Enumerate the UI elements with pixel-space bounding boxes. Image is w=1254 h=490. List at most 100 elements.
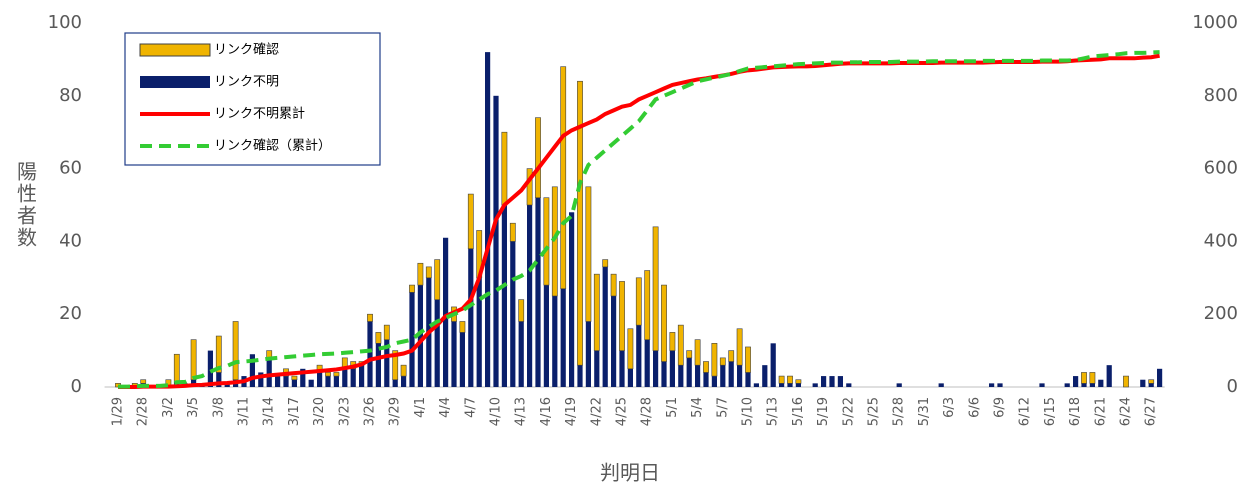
bar-segment (669, 332, 676, 351)
x-tick-label: 3/14 (262, 397, 277, 426)
bar-segment (829, 376, 835, 387)
bar-segment (543, 285, 549, 387)
bar-segment (417, 262, 424, 286)
bar-segment (1148, 379, 1155, 384)
x-tick-label: 4/25 (615, 397, 630, 426)
bar-segment (593, 273, 600, 351)
bar-segment (787, 375, 793, 384)
y-tick-label: 80 (59, 85, 82, 106)
bar-segment (443, 237, 449, 387)
bar-segment (493, 95, 499, 388)
legend-label: リンク不明 (214, 75, 279, 90)
bar-segment (467, 193, 474, 249)
x-tick-label: 5/10 (741, 397, 756, 426)
bar-segment (602, 266, 608, 387)
bar-segment (770, 343, 776, 387)
bar-segment (300, 368, 306, 387)
bar-segment (644, 339, 650, 387)
bar-segment (291, 379, 297, 387)
x-axis-label: 判明日 (600, 461, 660, 485)
y2-tick-label: 1000 (1192, 12, 1238, 33)
bar-segment (190, 339, 197, 381)
bar-segment (719, 357, 726, 366)
y2-tick-label: 0 (1227, 376, 1238, 397)
bar-segment (283, 376, 289, 387)
bar-segment (392, 350, 399, 381)
x-tick-label: 5/31 (917, 397, 932, 426)
bar-segment (249, 354, 255, 387)
bar-segment (1157, 368, 1163, 387)
bar-segment (703, 361, 709, 373)
x-tick-label: 3/17 (287, 397, 302, 426)
bar-segment (325, 372, 331, 377)
bar-segment (375, 332, 382, 344)
bar-segment (560, 66, 567, 290)
x-tick-label: 5/7 (715, 397, 730, 418)
bar-segment (577, 80, 583, 366)
x-tick-label: 6/27 (1144, 397, 1159, 426)
bar-segment (938, 383, 944, 387)
x-tick-label: 6/6 (967, 397, 982, 418)
legend-label: リンク確認 (214, 42, 279, 58)
y2-tick-label: 400 (1204, 230, 1238, 251)
bar-segment (1123, 375, 1129, 388)
bar-segment (459, 332, 465, 387)
bar-segment (602, 259, 609, 268)
x-tick-label: 3/2 (161, 397, 176, 418)
y-tick-label: 100 (48, 12, 82, 33)
bar-segment (627, 328, 634, 370)
x-tick-label: 6/3 (942, 397, 957, 418)
bar-segment (677, 324, 684, 366)
bar-segment (317, 372, 323, 387)
bar-segment (778, 375, 785, 384)
x-tick-label: 3/8 (211, 397, 226, 418)
bar-segment (552, 296, 558, 387)
bar-segment (333, 372, 340, 377)
bar-segment (535, 197, 541, 387)
y2-tick-label: 600 (1204, 158, 1238, 179)
bar-segment (585, 321, 591, 387)
bar-segment (451, 321, 457, 387)
bar-segment (1073, 376, 1079, 387)
bar-segment (367, 321, 373, 387)
x-tick-label: 5/13 (766, 397, 781, 426)
bar-segment (635, 277, 642, 326)
bar-segment (711, 343, 718, 377)
bar-segment (434, 259, 441, 300)
bar-segment (232, 321, 239, 381)
x-tick-label: 3/20 (312, 397, 327, 426)
bar-segment (1039, 383, 1045, 387)
bar-segment (787, 383, 793, 387)
bar-segment (779, 383, 785, 387)
x-tick-label: 5/28 (892, 397, 907, 426)
x-tick-label: 3/11 (237, 397, 252, 426)
x-tick-label: 6/24 (1119, 397, 1134, 426)
bar-segment (728, 361, 734, 387)
x-tick-label: 6/21 (1093, 397, 1108, 426)
bar-segment (560, 288, 566, 387)
bar-segment (459, 321, 466, 333)
bar-segment (644, 270, 651, 340)
bar-segment (753, 383, 759, 387)
x-tick-label: 4/1 (413, 397, 428, 418)
bar-segment (695, 365, 701, 387)
bar-segment (585, 186, 592, 322)
bar-segment (611, 296, 617, 387)
bar-segment (468, 248, 474, 387)
bar-segment (367, 313, 373, 322)
bar-segment (224, 383, 230, 387)
x-tick-label: 4/4 (438, 397, 453, 418)
bar-segment (997, 383, 1003, 387)
bar-segment (728, 350, 735, 362)
bar-segment (686, 357, 692, 387)
x-tick-label: 5/4 (690, 397, 705, 418)
bar-segment (501, 205, 507, 387)
bar-segment (989, 383, 995, 387)
x-tick-label: 6/18 (1068, 397, 1083, 426)
y-tick-label: 20 (59, 303, 82, 324)
bar-segment (652, 226, 659, 351)
x-tick-label: 4/10 (489, 397, 504, 426)
bar-segment (400, 364, 407, 377)
x-tick-label: 4/19 (564, 397, 579, 426)
bar-segment (837, 376, 843, 387)
